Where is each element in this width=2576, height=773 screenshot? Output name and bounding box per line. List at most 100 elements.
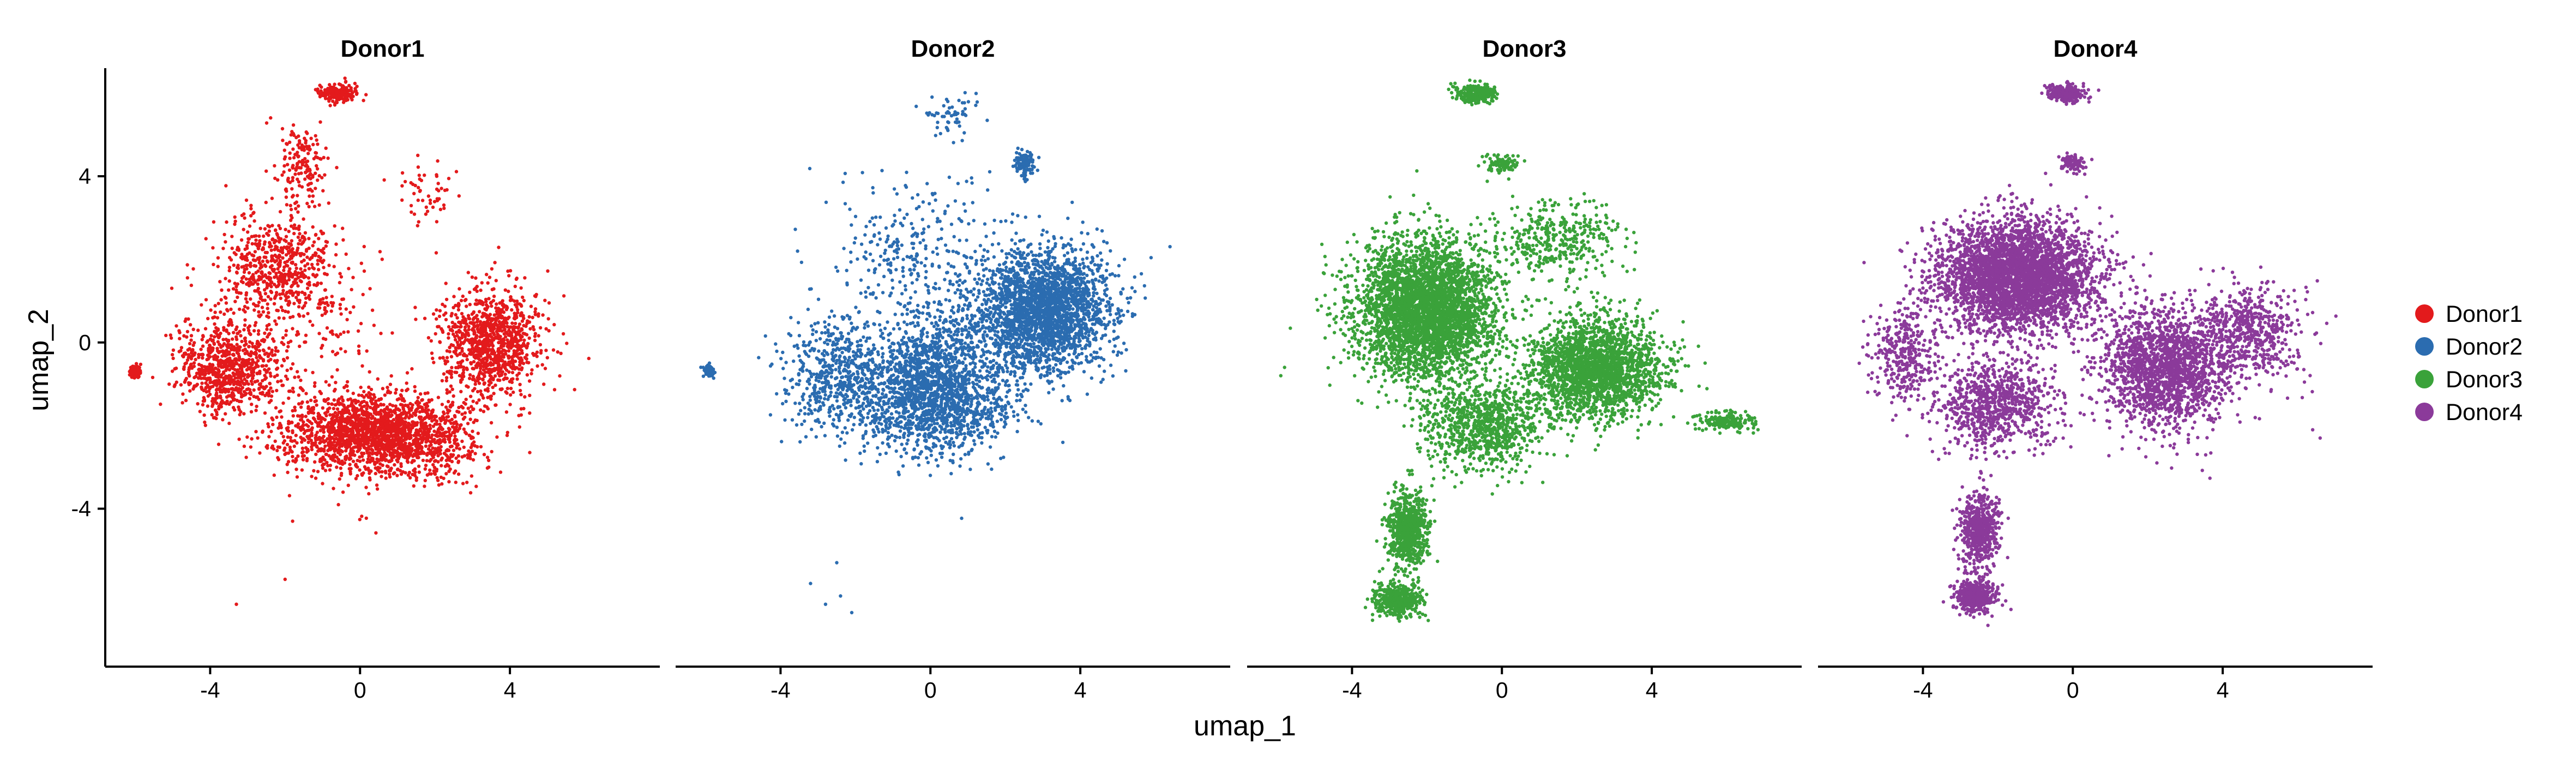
data-point	[497, 328, 501, 333]
data-point	[369, 433, 373, 437]
facet-panels: Donor1 Donor2 Donor3 Donor4	[128, 35, 2338, 627]
data-point	[531, 315, 534, 320]
data-point	[250, 403, 254, 406]
data-point	[435, 199, 440, 202]
data-point	[490, 267, 494, 271]
data-point	[418, 427, 422, 431]
data-point	[518, 388, 522, 393]
data-point	[281, 441, 285, 445]
data-point	[440, 327, 443, 331]
data-point	[434, 332, 437, 336]
data-point	[309, 136, 313, 140]
data-point	[517, 425, 521, 429]
data-point	[232, 331, 236, 334]
data-point	[413, 305, 417, 309]
data-point	[316, 248, 320, 251]
data-point	[245, 300, 249, 304]
data-point	[362, 426, 366, 430]
data-point	[306, 152, 310, 155]
data-point	[503, 372, 507, 376]
data-point	[273, 296, 277, 300]
data-point	[189, 355, 192, 358]
data-point	[380, 470, 384, 474]
data-point	[420, 436, 424, 440]
data-point	[562, 294, 566, 298]
data-point	[505, 391, 509, 395]
data-point	[234, 253, 238, 256]
data-point	[203, 420, 207, 424]
data-point	[457, 364, 461, 368]
data-point	[402, 426, 406, 430]
data-point	[442, 372, 446, 376]
data-point	[340, 395, 344, 399]
data-point	[286, 470, 290, 475]
data-point	[418, 189, 422, 193]
data-point	[260, 392, 264, 396]
data-point	[367, 492, 371, 496]
data-point	[423, 467, 427, 471]
data-point	[480, 281, 484, 285]
data-point	[475, 289, 479, 293]
data-point	[222, 371, 226, 375]
data-point	[529, 304, 533, 308]
data-point	[561, 332, 565, 336]
data-point	[382, 178, 386, 182]
data-point	[482, 453, 486, 457]
data-point	[509, 386, 513, 391]
data-point	[412, 191, 416, 195]
data-point	[291, 273, 295, 277]
data-point	[326, 437, 329, 441]
data-point	[256, 332, 261, 336]
data-point	[291, 327, 294, 331]
data-point	[243, 310, 247, 314]
data-point	[179, 383, 183, 387]
data-point	[318, 95, 322, 99]
data-point	[327, 99, 331, 103]
data-point	[180, 401, 184, 405]
data-point	[296, 235, 300, 239]
data-point	[215, 316, 220, 320]
data-point	[222, 388, 226, 392]
data-point	[323, 305, 327, 310]
data-point	[361, 458, 365, 462]
data-point	[222, 351, 226, 355]
data-point	[431, 205, 435, 209]
data-point	[521, 332, 525, 335]
data-point	[243, 343, 246, 347]
data-point	[383, 469, 388, 474]
data-point	[200, 364, 203, 368]
data-point	[395, 415, 399, 420]
data-point	[509, 365, 513, 369]
data-point	[312, 384, 317, 388]
data-point	[514, 314, 519, 318]
data-point	[300, 306, 305, 310]
data-point	[365, 403, 369, 407]
data-point	[360, 472, 364, 476]
data-point	[239, 255, 243, 260]
data-point	[339, 466, 342, 470]
data-point	[493, 336, 498, 340]
data-point	[428, 201, 432, 205]
data-point	[370, 452, 375, 456]
data-point	[302, 275, 306, 279]
data-point	[297, 184, 302, 188]
data-point	[465, 304, 468, 308]
data-point	[284, 227, 287, 231]
data-point	[257, 301, 261, 304]
data-point	[546, 269, 550, 273]
data-point	[465, 331, 469, 335]
data-point	[394, 388, 398, 392]
data-point	[233, 215, 237, 219]
data-point	[369, 387, 374, 392]
data-point	[255, 356, 258, 359]
data-point	[281, 401, 285, 405]
data-point	[383, 393, 387, 397]
data-point	[514, 321, 517, 326]
data-point	[311, 266, 315, 269]
data-point	[275, 448, 279, 453]
data-point	[472, 440, 476, 444]
data-point	[303, 231, 308, 235]
data-point	[214, 326, 218, 330]
data-point	[200, 303, 203, 307]
